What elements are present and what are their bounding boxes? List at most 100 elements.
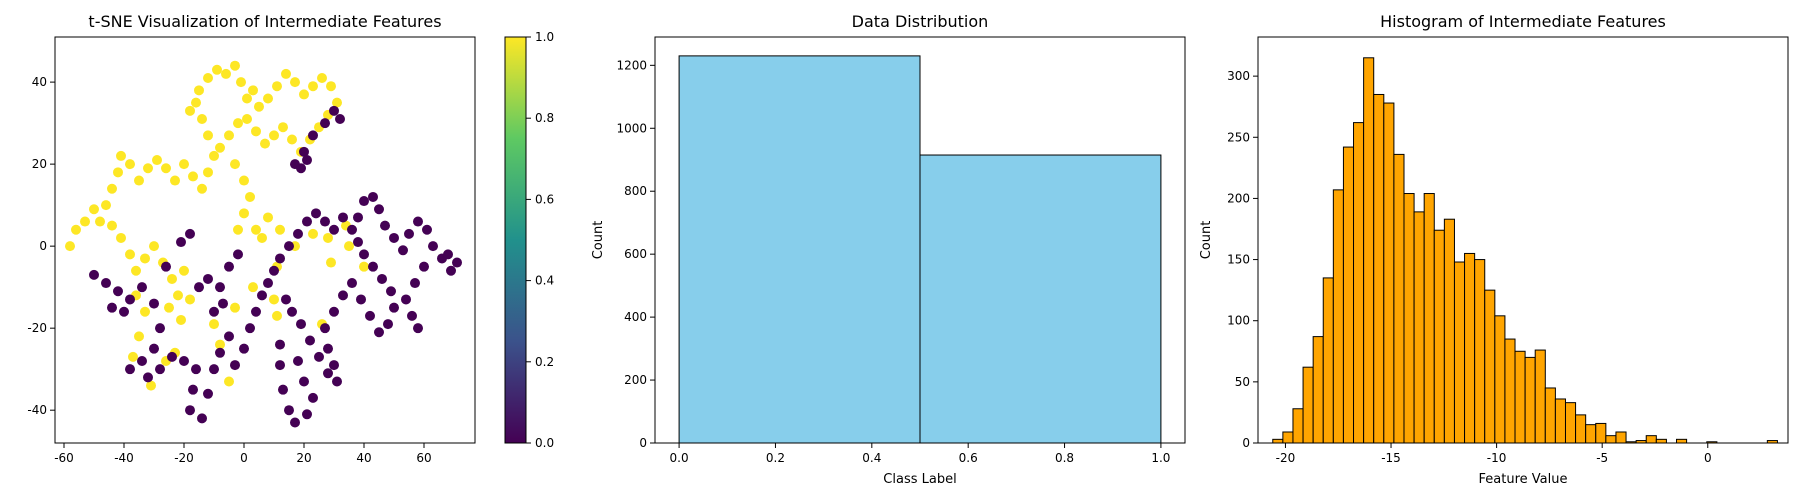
tsne-xtick-label: 40 — [356, 451, 371, 465]
tsne-point — [233, 118, 243, 129]
tsne-point — [287, 134, 297, 145]
tsne-point — [188, 171, 198, 182]
tsne-point — [275, 253, 285, 264]
tsne-point — [230, 360, 240, 371]
tsne-point — [404, 228, 414, 239]
tsne-point — [302, 216, 312, 227]
tsne-point — [293, 228, 303, 239]
histogram-bar — [1373, 93, 1385, 444]
tsne-point — [215, 339, 225, 350]
histogram-bar — [1433, 229, 1445, 444]
distribution-bars — [678, 55, 1162, 444]
tsne-point — [359, 261, 369, 272]
tsne-point — [65, 241, 75, 252]
tsne-point — [308, 392, 318, 403]
tsne-point — [443, 249, 453, 260]
histogram-ylabel: Count — [1199, 221, 1214, 260]
tsne-point — [224, 376, 234, 387]
colorbar-tick-label: 1.0 — [535, 30, 554, 44]
tsne-point — [389, 302, 399, 313]
tsne-xtick-label: 60 — [416, 451, 431, 465]
tsne-point — [137, 355, 147, 366]
histogram-bar — [1484, 289, 1496, 444]
tsne-point — [239, 343, 249, 354]
tsne-point — [251, 126, 261, 137]
tsne-point — [302, 155, 312, 166]
tsne-point — [224, 261, 234, 272]
tsne-point — [347, 224, 357, 235]
histogram-bar — [1272, 438, 1284, 444]
distribution-title: Data Distribution — [852, 12, 989, 31]
colorbar: 0.0 0.2 0.4 0.6 0.8 1.0 — [504, 30, 554, 450]
tsne-point — [269, 265, 279, 276]
tsne-points — [65, 60, 462, 428]
tsne-point — [413, 216, 423, 227]
tsne-point — [197, 183, 207, 194]
histogram-bar — [1312, 336, 1324, 444]
tsne-point — [338, 290, 348, 301]
tsne-point — [293, 355, 303, 366]
tsne-point — [242, 93, 252, 104]
tsne-point — [311, 208, 321, 219]
histogram-bar — [1342, 146, 1355, 444]
tsne-point — [278, 384, 288, 395]
tsne-point — [116, 232, 126, 243]
distribution-plot-frame — [654, 36, 1186, 444]
tsne-point — [332, 376, 342, 387]
tsne-point — [143, 372, 153, 383]
tsne-point — [332, 97, 342, 108]
tsne-point — [137, 282, 147, 293]
tsne-point — [452, 257, 462, 268]
tsne-point — [89, 269, 99, 280]
tsne-point — [284, 241, 294, 252]
tsne-point — [323, 368, 333, 379]
histogram-bar — [1615, 431, 1627, 444]
tsne-point — [299, 146, 309, 157]
histogram-bar — [1676, 438, 1688, 444]
tsne-point — [194, 85, 204, 96]
tsne-ticks: -60 -40 -20 0 20 40 60 -40 -20 0 20 40 — [27, 75, 431, 465]
histogram-bar — [1292, 408, 1304, 444]
tsne-point — [191, 97, 201, 108]
tsne-point — [413, 323, 423, 334]
tsne-point — [179, 355, 189, 366]
histogram-bar — [1575, 414, 1587, 444]
tsne-point — [308, 130, 318, 141]
histogram-panel: Histogram of Intermediate Features -20 -1… — [1199, 12, 1789, 487]
tsne-point — [197, 413, 207, 424]
tsne-point — [389, 232, 399, 243]
tsne-point — [368, 261, 378, 272]
tsne-point — [272, 81, 282, 92]
histogram-bar — [1363, 57, 1375, 444]
tsne-point — [248, 85, 258, 96]
tsne-point — [215, 347, 225, 358]
tsne-point — [89, 204, 99, 215]
tsne-point — [155, 364, 165, 375]
tsne-point — [299, 376, 309, 387]
tsne-point — [383, 319, 393, 330]
tsne-point — [233, 224, 243, 235]
tsne-point — [176, 314, 186, 325]
tsne-point — [203, 73, 213, 84]
tsne-point — [290, 77, 300, 88]
histogram-bar — [1413, 211, 1425, 444]
tsne-point — [275, 339, 285, 350]
colorbar-gradient — [504, 36, 527, 444]
tsne-point — [281, 68, 291, 79]
tsne-point — [353, 237, 363, 248]
tsne-point — [131, 265, 141, 276]
histogram-bar — [1302, 366, 1314, 444]
histogram-ytick-label: 300 — [1227, 69, 1250, 83]
histogram-bar — [1464, 252, 1476, 444]
tsne-point — [269, 294, 279, 305]
tsne-point — [275, 224, 285, 235]
tsne-point — [203, 388, 213, 399]
tsne-point — [215, 142, 225, 153]
tsne-point — [398, 245, 408, 256]
tsne-point — [125, 294, 135, 305]
tsne-point — [224, 331, 234, 342]
distribution-ytick-label: 0 — [639, 436, 647, 450]
tsne-point — [209, 319, 219, 330]
tsne-point — [230, 159, 240, 170]
distribution-ticks: 0.0 0.2 0.4 0.6 0.8 1.0 0 200 400 600 800 1000 1200 — [616, 58, 1170, 465]
